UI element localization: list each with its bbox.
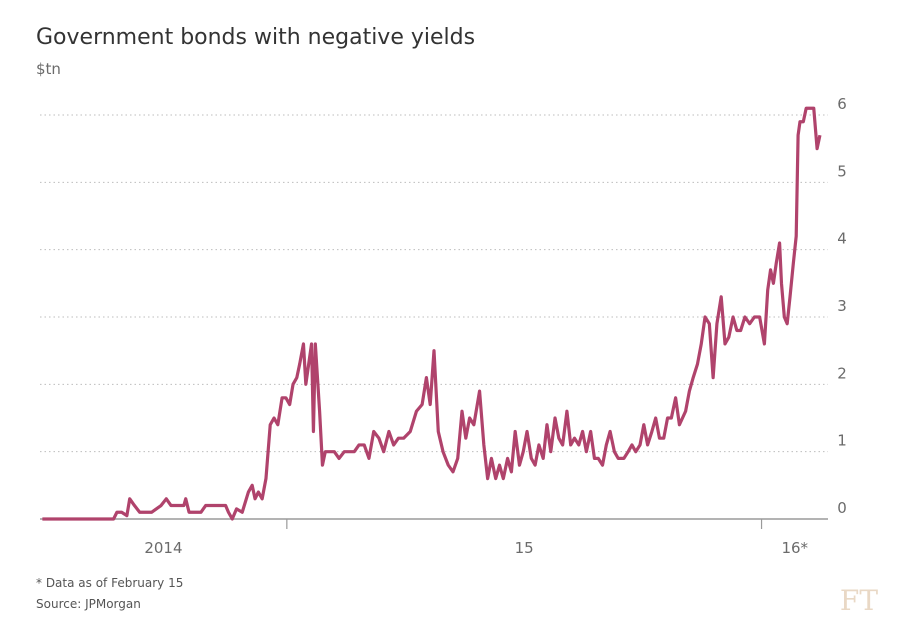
chart-title: Government bonds with negative yields — [36, 25, 475, 50]
source: Source: JPMorgan — [36, 597, 141, 611]
x-tick-label: 2014 — [144, 539, 182, 557]
y-tick-label: 4 — [837, 230, 847, 248]
line-series — [42, 106, 822, 521]
chart-subtitle: $tn — [36, 60, 61, 78]
y-tick-label: 6 — [837, 95, 847, 113]
y-tick-label: 2 — [837, 364, 847, 382]
y-tick-label: 3 — [837, 297, 847, 315]
y-tick-label: 5 — [837, 162, 847, 180]
x-tick-label: 15 — [515, 539, 534, 557]
x-tick-label: 16* — [781, 539, 808, 557]
y-tick-label: 1 — [837, 432, 847, 450]
y-tick-label: 0 — [837, 499, 847, 517]
logo: FT — [840, 584, 878, 617]
footnote: * Data as of February 15 — [36, 576, 183, 590]
